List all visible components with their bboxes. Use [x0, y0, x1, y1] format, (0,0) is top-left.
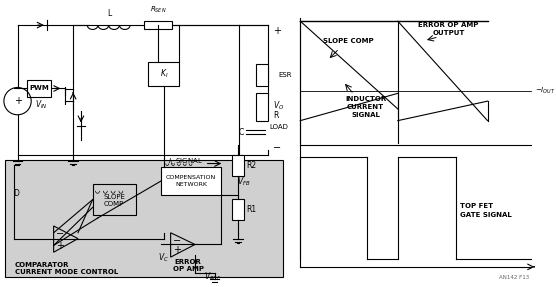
Bar — [27, 80, 51, 97]
Text: COMP: COMP — [104, 201, 124, 208]
Text: $R_{SEN}$: $R_{SEN}$ — [150, 5, 166, 15]
Bar — [5, 160, 283, 277]
Text: +: + — [57, 241, 64, 251]
Text: $I_L$ SIGNAL: $I_L$ SIGNAL — [168, 156, 203, 167]
Text: $K_I$: $K_I$ — [160, 67, 168, 80]
Text: $V_{REF}$: $V_{REF}$ — [204, 270, 221, 283]
Text: CURRENT MODE CONTROL: CURRENT MODE CONTROL — [14, 269, 118, 275]
Text: CURRENT: CURRENT — [347, 104, 384, 110]
Text: OP AMP: OP AMP — [173, 266, 203, 272]
Text: OUTPUT: OUTPUT — [433, 30, 465, 36]
Text: NETWORK: NETWORK — [175, 181, 207, 187]
Text: SLOPE COMP: SLOPE COMP — [323, 38, 374, 44]
Text: C: C — [239, 128, 244, 137]
Text: +: + — [13, 96, 22, 106]
Text: GATE SIGNAL: GATE SIGNAL — [460, 212, 512, 218]
Text: +: + — [173, 245, 181, 255]
Bar — [256, 64, 268, 86]
Text: $V_O$: $V_O$ — [273, 100, 284, 112]
Text: INDUCTOR: INDUCTOR — [345, 96, 386, 102]
Bar — [148, 62, 180, 86]
Text: AN142 F13: AN142 F13 — [499, 275, 529, 280]
Bar — [232, 199, 244, 220]
Text: ESR: ESR — [278, 72, 291, 78]
Text: COMPARATOR: COMPARATOR — [14, 262, 69, 268]
Text: −: − — [273, 143, 281, 153]
Text: +: + — [273, 26, 281, 36]
Bar — [256, 93, 268, 121]
Bar — [93, 184, 136, 215]
Text: SIGNAL: SIGNAL — [351, 112, 380, 118]
Text: COMPENSATION: COMPENSATION — [166, 175, 216, 180]
Text: $-I_{OUT}$: $-I_{OUT}$ — [535, 86, 556, 96]
Text: R: R — [273, 111, 279, 120]
Bar — [145, 21, 172, 29]
Text: −: − — [56, 229, 64, 239]
Text: R1: R1 — [247, 205, 257, 214]
Bar — [161, 167, 221, 195]
Text: TOP FET: TOP FET — [460, 203, 493, 210]
Text: −: − — [173, 236, 181, 246]
Text: LOAD: LOAD — [269, 125, 288, 131]
Text: R2: R2 — [247, 161, 257, 170]
Bar — [232, 155, 244, 176]
Text: ERROR: ERROR — [175, 259, 202, 265]
Text: L: L — [107, 9, 111, 18]
Text: PWM: PWM — [29, 86, 49, 92]
Text: $V_C$: $V_C$ — [158, 252, 169, 264]
Text: D: D — [14, 189, 19, 198]
Text: SLOPE: SLOPE — [103, 194, 125, 200]
Text: $V_{IN}$: $V_{IN}$ — [35, 99, 48, 111]
Text: ERROR OP AMP: ERROR OP AMP — [418, 22, 479, 28]
Text: $V_{FB}$: $V_{FB}$ — [237, 176, 251, 188]
